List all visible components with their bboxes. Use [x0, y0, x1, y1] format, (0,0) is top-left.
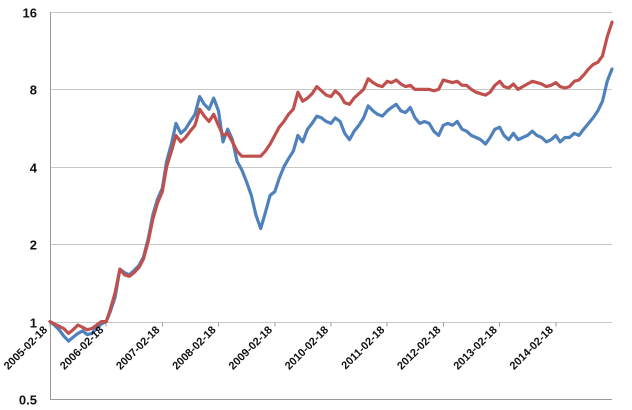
series-lines [48, 20, 614, 343]
y-tick-label-5: 16 [23, 6, 37, 21]
y-tick-label-3: 4 [30, 161, 38, 176]
x-tick-label-6: 2011-02-18 [339, 324, 387, 372]
x-tick-label-2: 2007-02-18 [114, 324, 162, 372]
x-tick-label-3: 2008-02-18 [170, 324, 218, 372]
series-line-2 [48, 20, 614, 335]
y-tick-label-1: 1 [30, 316, 37, 331]
x-tick-label-0: 2005-02-18 [2, 324, 50, 372]
y-tick-label-0: 0.5 [19, 393, 37, 408]
y-axis-tick-labels: 0.5 1 2 4 8 16 [19, 6, 38, 408]
x-tick-label-5: 2010-02-18 [283, 324, 331, 372]
gridlines [50, 12, 612, 400]
x-tick-label-8: 2013-02-18 [452, 324, 500, 372]
x-tick-label-9: 2014-02-18 [508, 324, 556, 372]
y-tick-label-2: 2 [30, 238, 37, 253]
x-tick-label-4: 2009-02-18 [227, 324, 275, 372]
x-tick-label-7: 2012-02-18 [395, 324, 443, 372]
series-line-1 [48, 67, 614, 343]
y-tick-label-4: 8 [30, 83, 37, 98]
axes [49, 12, 557, 399]
